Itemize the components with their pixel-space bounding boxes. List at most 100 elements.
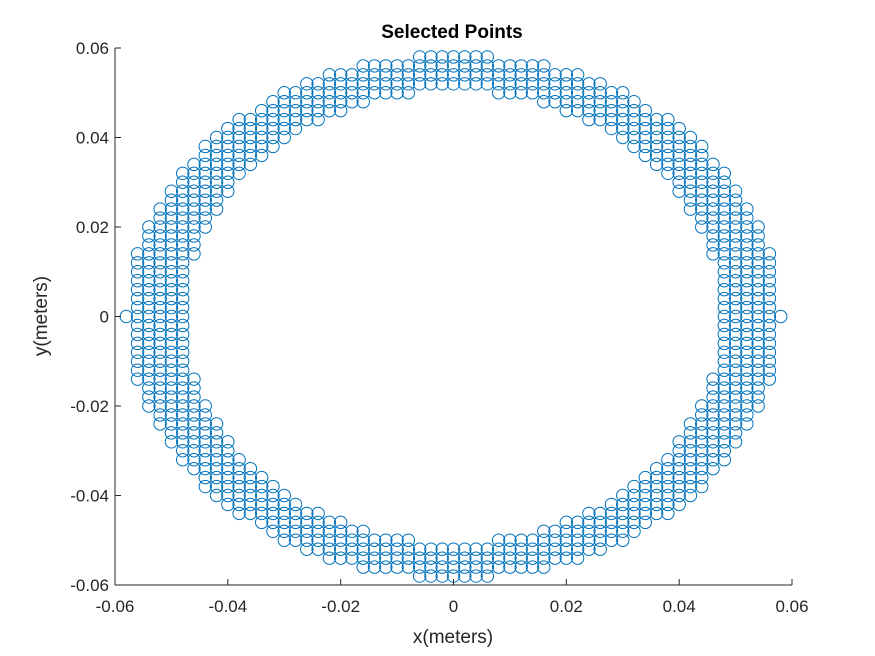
data-point	[311, 524, 325, 538]
data-point	[661, 461, 675, 476]
data-point	[740, 390, 754, 404]
x-ticks: -0.06 -0.04 -0.02 0 0.02 0.04 0.06	[96, 579, 809, 616]
data-point	[198, 444, 212, 458]
data-point	[695, 453, 709, 467]
data-point	[740, 229, 754, 243]
x-tick-label: 0.04	[663, 597, 696, 616]
data-point	[311, 77, 325, 91]
data-point	[570, 542, 585, 556]
data-point	[751, 256, 765, 270]
data-point	[209, 175, 224, 189]
data-point	[198, 211, 212, 225]
data-point	[672, 488, 686, 503]
data-point	[379, 59, 393, 73]
data-point	[559, 68, 574, 82]
data-point	[435, 542, 449, 556]
data-point	[367, 77, 382, 91]
data-point	[514, 68, 528, 82]
data-point	[582, 112, 596, 127]
data-point	[728, 238, 743, 252]
data-point	[266, 506, 280, 521]
y-tick-label: 0.06	[76, 39, 109, 58]
data-point	[187, 408, 201, 422]
data-point	[198, 220, 212, 234]
data-point	[412, 77, 427, 91]
data-point	[751, 336, 765, 351]
data-point	[322, 551, 337, 565]
data-point	[266, 515, 280, 530]
data-point	[728, 354, 743, 368]
data-point	[277, 506, 291, 521]
data-point	[221, 479, 235, 494]
data-point	[266, 121, 280, 136]
data-point	[164, 300, 179, 315]
data-point	[176, 265, 190, 279]
data-point	[717, 291, 731, 306]
data-point	[164, 211, 179, 225]
data-point	[367, 86, 382, 100]
data-point	[649, 470, 664, 485]
data-point	[164, 220, 179, 234]
data-point	[469, 59, 483, 73]
data-point	[164, 327, 179, 342]
data-point	[232, 121, 246, 136]
data-point	[616, 524, 630, 538]
data-point	[683, 166, 698, 181]
data-point	[537, 77, 551, 91]
data-point	[616, 103, 630, 118]
data-point	[164, 363, 179, 377]
data-point	[649, 148, 664, 163]
data-point	[221, 497, 235, 512]
data-point	[266, 130, 280, 145]
data-point	[424, 560, 438, 574]
data-point	[153, 202, 167, 216]
data-point	[153, 345, 167, 359]
data-point	[424, 569, 438, 583]
data-point	[728, 282, 743, 297]
data-point	[740, 256, 754, 270]
data-point	[649, 506, 664, 521]
y-tick-label: -0.02	[70, 397, 109, 416]
data-point	[130, 300, 145, 315]
data-point	[243, 121, 258, 136]
data-point	[649, 139, 664, 154]
data-point	[537, 533, 551, 547]
data-point	[333, 68, 348, 82]
data-point	[277, 103, 291, 118]
data-point	[548, 95, 562, 109]
data-point	[717, 211, 731, 225]
data-point	[142, 327, 156, 342]
data-point	[390, 68, 404, 82]
data-point	[209, 426, 224, 440]
data-point	[345, 86, 359, 100]
data-point	[176, 175, 190, 189]
data-point	[221, 130, 235, 145]
data-point	[559, 542, 574, 556]
y-tick-label: 0.02	[76, 218, 109, 237]
data-point	[401, 59, 416, 73]
data-point	[435, 560, 449, 574]
data-point	[717, 363, 731, 377]
data-point	[333, 86, 348, 100]
data-point	[300, 95, 314, 109]
data-point	[142, 220, 156, 234]
data-point	[627, 121, 641, 136]
data-point	[345, 542, 359, 556]
data-point	[311, 86, 325, 100]
data-point	[683, 426, 698, 440]
data-point	[243, 470, 258, 485]
data-point	[209, 417, 224, 431]
data-point	[187, 453, 201, 467]
data-point	[130, 372, 145, 386]
data-point	[740, 336, 754, 351]
data-point	[503, 560, 517, 574]
data-point	[717, 381, 731, 395]
data-point	[288, 86, 303, 100]
data-point	[480, 542, 495, 556]
data-point	[672, 479, 686, 494]
x-tick-label: -0.06	[96, 597, 135, 616]
data-point	[424, 551, 438, 565]
data-point	[469, 551, 483, 565]
data-point	[717, 300, 731, 315]
data-point	[717, 309, 731, 324]
